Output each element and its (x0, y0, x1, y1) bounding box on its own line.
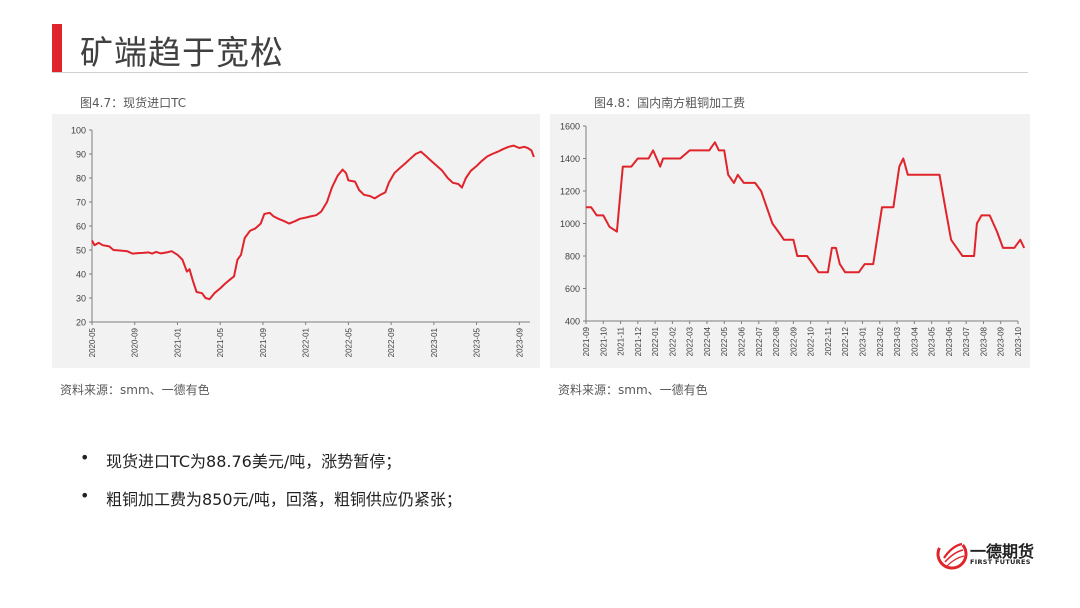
y-tick-label: 400 (565, 317, 580, 327)
series-line (91, 144, 535, 301)
x-tick-label: 2023-09 (515, 327, 524, 357)
blister-fee-line-chart: 400 600 800 1000 1200 1400 1600 2021-09 2021-10 2… (560, 122, 1026, 356)
y-tick-label: 600 (565, 284, 580, 294)
x-tick-label: 2022-04 (703, 326, 712, 356)
first-futures-logo-icon (936, 538, 968, 570)
x-tick-label: 2022-05 (344, 327, 353, 357)
bullet-item: • 现货进口TC为88.76美元/吨，涨势暂停； (80, 448, 462, 472)
x-tick-label: 2021-10 (599, 326, 608, 356)
x-tick-label: 2023-02 (876, 326, 885, 356)
x-tick-label: 2023-10 (1014, 326, 1023, 356)
x-tick-label: 2023-01 (858, 326, 867, 356)
logo-name-cn: 一德期货 (970, 542, 1035, 561)
x-tick-label: 2022-07 (755, 326, 764, 356)
source-note-tc: 资料来源：smm、一德有色 (60, 383, 210, 397)
y-tick-label: 1000 (560, 219, 580, 229)
x-tick-label: 2022-09 (789, 326, 798, 356)
y-tick-label: 40 (76, 270, 86, 280)
blister-fee-chart: 400 600 800 1000 1200 1400 1600 2021-09 2021-10 2… (550, 114, 1030, 368)
x-tick-label: 2022-05 (720, 326, 729, 356)
x-tick-label: 2021-05 (216, 327, 225, 357)
y-tick-label: 30 (76, 294, 86, 304)
x-tick-label: 2022-12 (841, 326, 850, 356)
bullet-marker: • (80, 448, 90, 467)
x-tick-label: 2022-09 (387, 327, 396, 357)
x-tick-label: 2023-05 (473, 327, 482, 357)
company-logo: 一德期货 FIRST FUTURES (936, 536, 1036, 572)
y-tick-label: 60 (76, 222, 86, 232)
x-tick-label: 2021-09 (582, 326, 591, 356)
y-tick-label: 800 (565, 252, 580, 262)
bullet-text: 现货进口TC为88.76美元/吨，涨势暂停； (106, 452, 402, 471)
x-tick-label: 2022-10 (807, 326, 816, 356)
logo-name-en: FIRST FUTURES (970, 558, 1031, 566)
bullet-item: • 粗铜加工费为850元/吨，回落，粗铜供应仍紧张； (80, 486, 462, 510)
series-line (586, 141, 1026, 274)
x-tick-label: 2022-08 (772, 326, 781, 356)
x-tick-label: 2023-04 (910, 326, 919, 356)
x-tick-label: 2022-01 (651, 326, 660, 356)
x-tick-label: 2022-11 (824, 326, 833, 355)
y-tick-label: 1200 (560, 187, 580, 197)
x-tick-label: 2023-06 (945, 326, 954, 356)
page-title: 矿端趋于宽松 (80, 33, 284, 72)
y-tick-label: 80 (76, 174, 86, 184)
source-note-blister-fee: 资料来源：smm、一德有色 (558, 383, 708, 397)
x-tick-label: 2023-07 (962, 326, 971, 356)
tc-line-chart: 20 30 40 50 60 70 80 90 100 2020-05 2020-09 2021-01… (71, 126, 535, 357)
x-tick-label: 2021-12 (634, 326, 643, 356)
x-tick-label: 2023-05 (928, 326, 937, 356)
y-tick-label: 20 (76, 318, 86, 328)
tc-chart: 20 30 40 50 60 70 80 90 100 2020-05 2020-09 2021-01… (52, 114, 540, 368)
x-tick-label: 2020-09 (131, 327, 140, 357)
x-tick-label: 2023-01 (430, 327, 439, 357)
title-divider (52, 72, 1028, 73)
figure-caption-tc: 图4.7：现货进口TC (80, 96, 187, 110)
figure-caption-blister-fee: 图4.8：国内南方粗铜加工费 (594, 96, 746, 110)
x-tick-label: 2022-03 (686, 326, 695, 356)
bullet-marker: • (80, 486, 90, 505)
x-tick-label: 2022-02 (668, 326, 677, 356)
y-tick-label: 50 (76, 246, 86, 256)
x-tick-label: 2021-09 (259, 327, 268, 357)
x-tick-label: 2023-09 (997, 326, 1006, 356)
y-tick-label: 100 (71, 126, 86, 136)
x-tick-label: 2020-05 (88, 327, 97, 357)
x-tick-label: 2021-11 (617, 326, 626, 355)
x-tick-label: 2022-01 (302, 327, 311, 357)
bullet-text: 粗铜加工费为850元/吨，回落，粗铜供应仍紧张； (106, 490, 462, 509)
title-accent-bar (52, 24, 62, 72)
y-tick-label: 70 (76, 198, 86, 208)
y-tick-label: 1600 (560, 122, 580, 132)
y-tick-label: 90 (76, 150, 86, 160)
x-tick-label: 2021-01 (173, 327, 182, 357)
x-tick-label: 2023-08 (979, 326, 988, 356)
x-tick-label: 2023-03 (893, 326, 902, 356)
y-tick-label: 1400 (560, 154, 580, 164)
x-tick-label: 2022-06 (738, 326, 747, 356)
bullet-list: • 现货进口TC为88.76美元/吨，涨势暂停； • 粗铜加工费为850元/吨，… (80, 448, 462, 524)
